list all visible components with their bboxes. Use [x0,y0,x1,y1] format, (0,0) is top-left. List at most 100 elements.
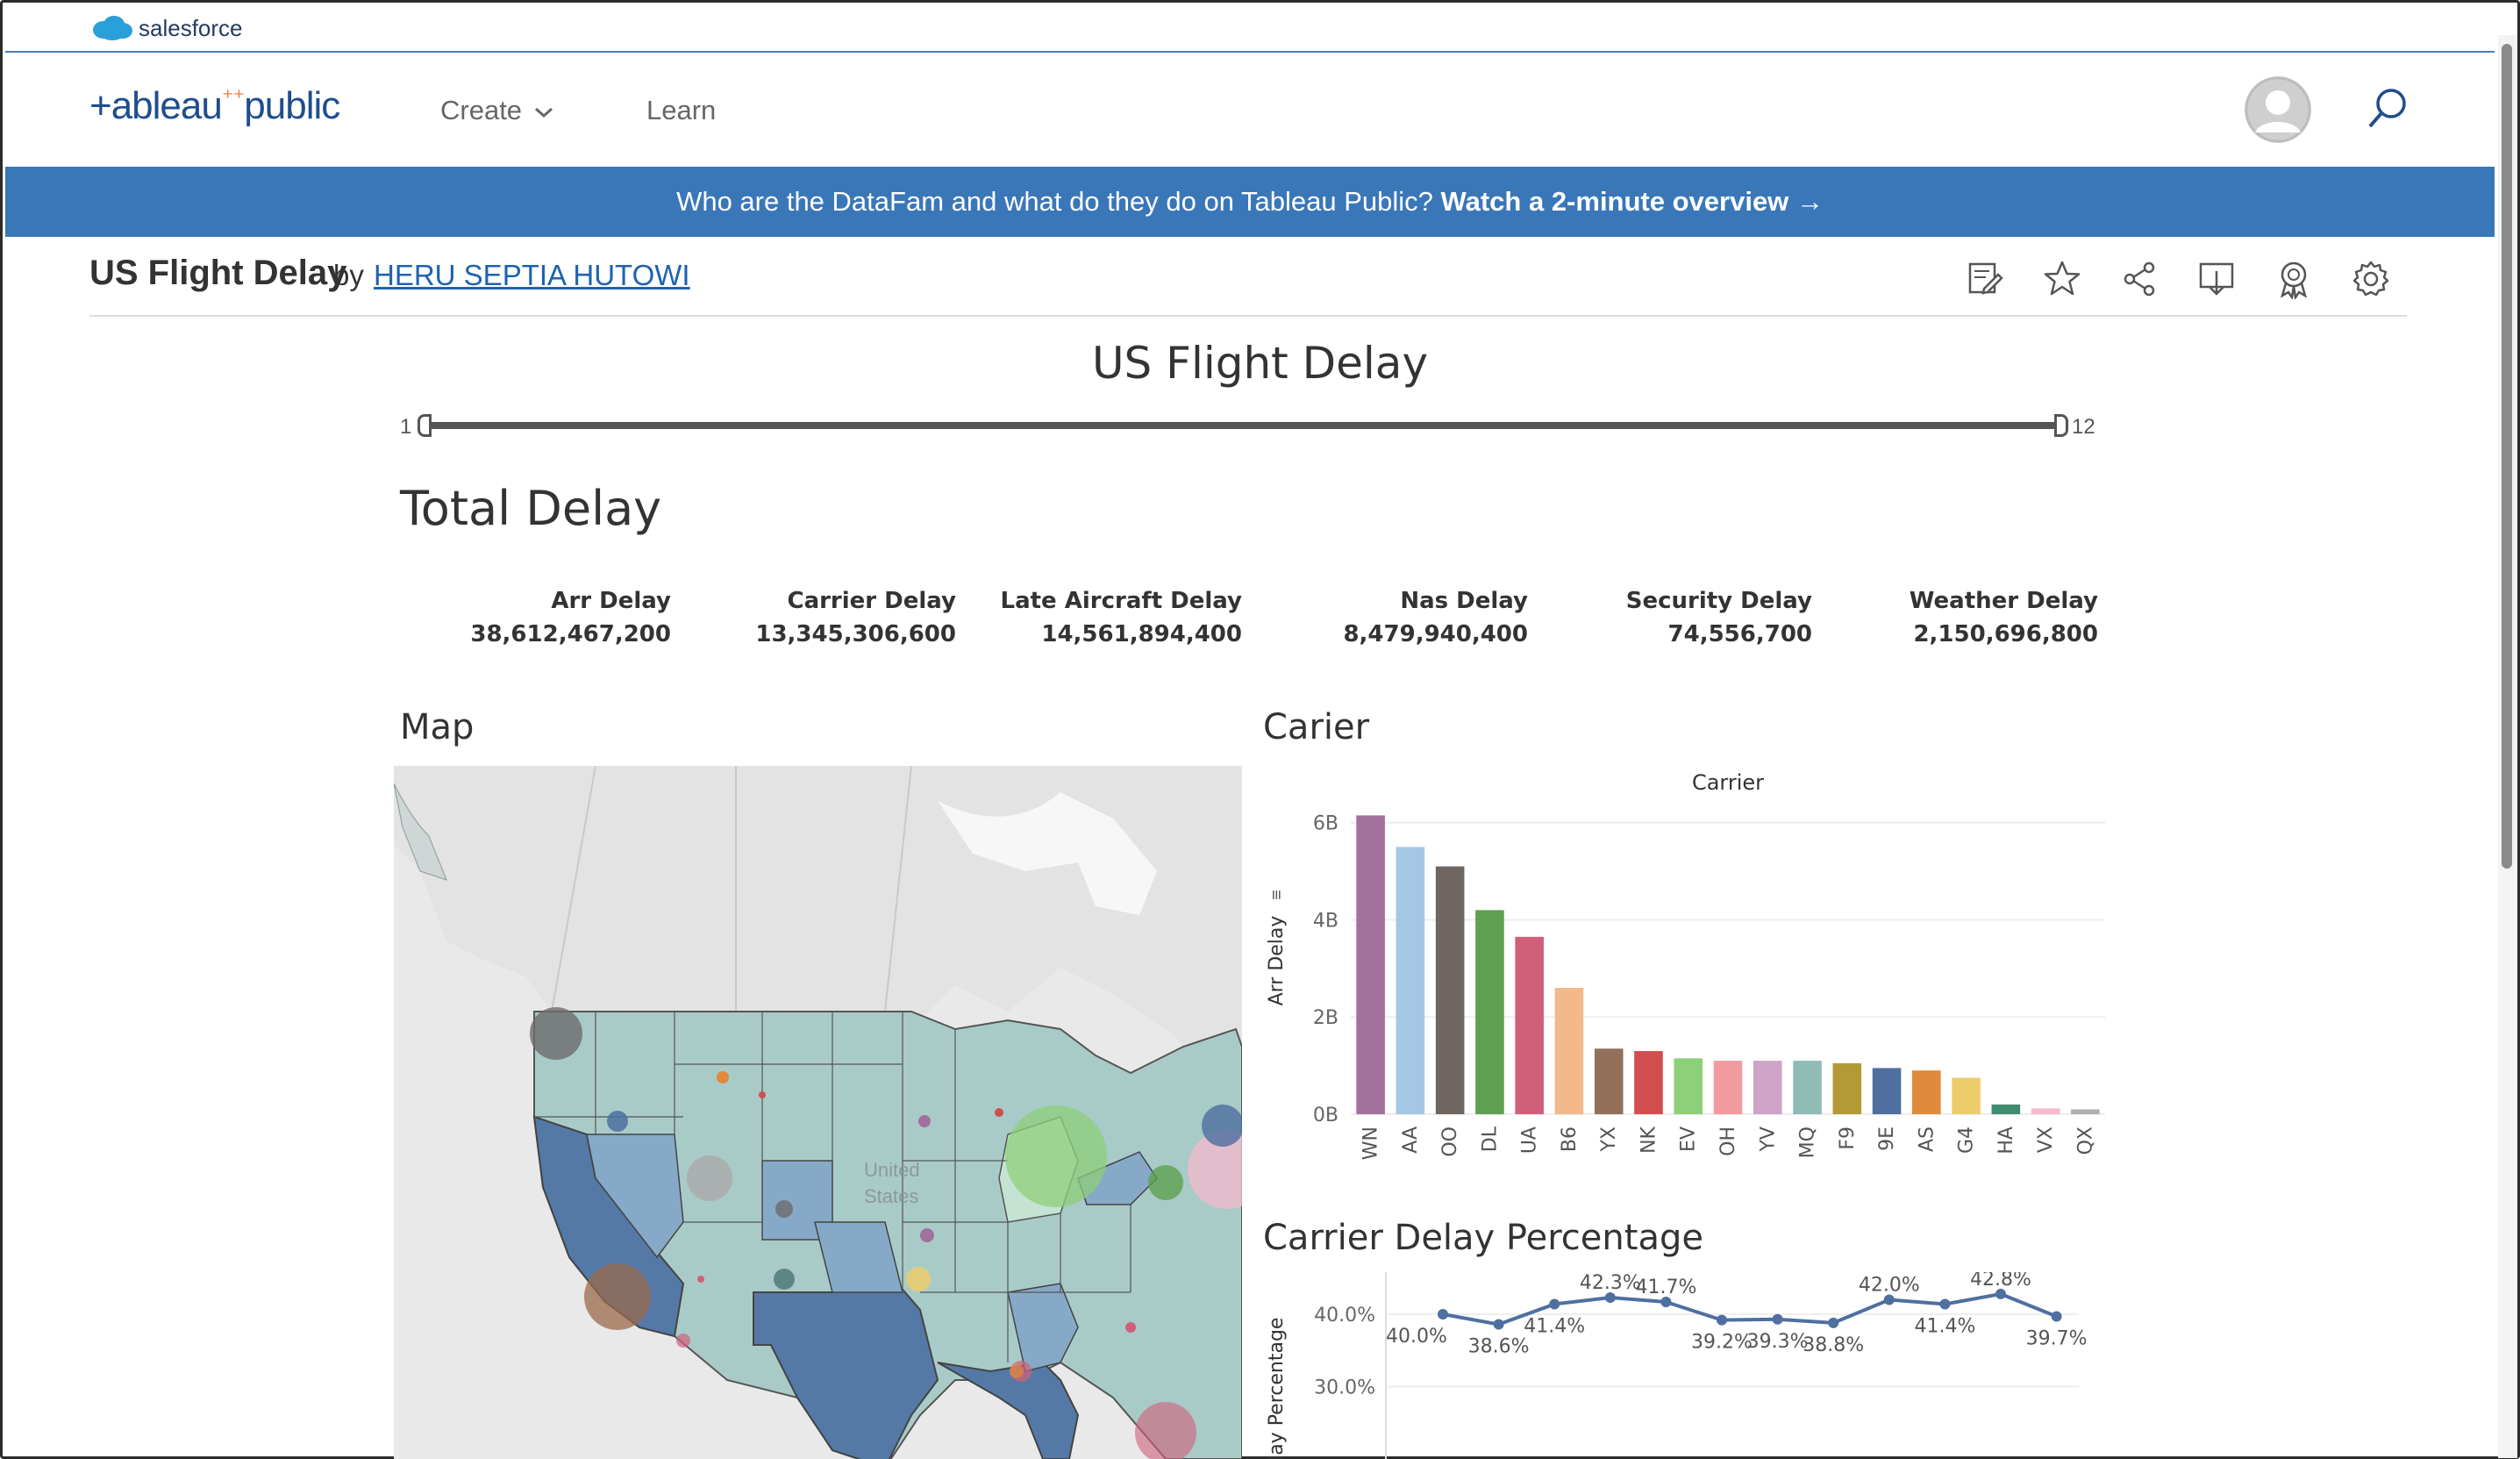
x-tick-label: MQ [1797,1126,1819,1158]
kpi-value: 14,561,894,400 [1041,621,1242,647]
slider-handle-right[interactable] [2054,414,2068,437]
badge-button[interactable] [2274,259,2314,301]
map-country-label: United States [864,1159,920,1207]
logo-public: public [244,84,340,127]
y-tick-label: 2B [1313,1007,1339,1029]
us-map[interactable]: United States [394,766,1242,1459]
bar-G4 [1952,1077,1981,1114]
create-menu[interactable]: Create [440,95,554,126]
promo-banner: Who are the DataFam and what do they do … [5,167,2495,237]
month-slider-track[interactable] [426,422,2063,429]
bar-chart-svg: Carrier 0B 2B 4B 6B Arr Delay ≡ WN AA OO DL UA B6 YX N… [1266,770,2105,1160]
avatar[interactable] [2245,76,2311,143]
bar-YX [1594,1048,1624,1114]
download-button[interactable] [2196,259,2237,299]
kpi-value: 38,612,467,200 [470,621,671,647]
data-point [2051,1311,2062,1322]
kpi-value: 74,556,700 [1667,621,1812,647]
bar-F9 [1832,1062,1862,1114]
bar-AS [1912,1070,1941,1114]
data-point [1828,1317,1839,1328]
edit-button[interactable] [1965,259,2005,299]
total-delay-title: Total Delay [400,481,662,536]
data-point [1493,1319,1504,1330]
x-tick-label: UA [1519,1126,1541,1154]
data-label: 38.8% [1803,1334,1864,1356]
main-nav: +ableau⁺⁺public Create Learn [5,53,2495,165]
carrier-delay-pct-title: Carrier Delay Percentage [1263,1218,1703,1258]
x-tick-label: AS [1916,1126,1938,1152]
scroll-thumb[interactable] [2502,44,2512,869]
x-tick-label: HA [1995,1126,2017,1155]
data-label: 39.2% [1691,1332,1753,1354]
bar-AA [1396,847,1425,1114]
edit-icon [1968,262,2003,295]
kpi-value: 8,479,940,400 [1343,621,1528,647]
tableau-public-logo[interactable]: +ableau⁺⁺public [89,84,340,128]
kpi-carrier-delay: Carrier Delay 13,345,306,600 [728,588,956,647]
data-label: 40.0% [1386,1326,1447,1348]
bar-OO [1435,866,1465,1114]
kpi-label: Late Aircraft Delay [1000,588,1242,614]
data-point [1995,1288,2006,1299]
logo-tableau: +ableau [89,84,223,127]
viz-name: US Flight Delay [89,254,347,292]
kpi-label: Carrier Delay [787,588,956,614]
slider-min: 1 [400,415,412,439]
slider-handle-left[interactable] [418,414,432,437]
share-button[interactable] [2119,259,2159,299]
data-label: 39.3% [1747,1331,1809,1353]
y-tick-label: 30.0% [1314,1377,1375,1399]
map-graphic [394,766,1242,1459]
kpi-label: Arr Delay [551,588,671,614]
viz-by: by [333,259,364,291]
bar-YV [1753,1061,1782,1114]
x-tick-label: OO [1439,1126,1461,1157]
settings-button[interactable] [2351,259,2391,299]
salesforce-bar: salesforce [5,4,2495,53]
download-icon [2199,262,2234,296]
data-point [1883,1294,1895,1305]
banner-link[interactable]: Watch a 2-minute overview → [1440,186,1824,217]
learn-link[interactable]: Learn [646,95,717,125]
gear-icon [2352,261,2389,297]
x-tick-label: F9 [1837,1126,1859,1150]
search-button[interactable] [2365,86,2410,136]
data-point [1717,1314,1727,1326]
x-tick-label: YX [1598,1126,1620,1153]
bar-QX [2071,1109,2100,1114]
kpi-security-delay: Security Delay 74,556,700 [1584,588,1812,647]
sort-icon: ≡ [1267,890,1287,900]
data-point [1660,1296,1672,1307]
data-point [1604,1292,1616,1304]
kpi-label: Weather Delay [1909,588,2098,614]
chart-title: Carrier [1692,770,1764,795]
carrier-delay-pct-chart: 30.0% 40.0% elay Percentage 40.0% 38.6% 41.4%… [1263,1272,2140,1459]
create-label: Create [440,95,523,125]
salesforce-cloud-icon [93,16,132,40]
y-tick-label: 6B [1313,813,1339,835]
x-tick-label: QX [2074,1126,2096,1155]
carrier-bar-chart: Carrier 0B 2B 4B 6B Arr Delay ≡ WN AA OO DL UA B6 YX N… [1263,763,2140,1167]
x-tick-label: WN [1360,1126,1382,1160]
page-scrollbar[interactable] [2498,35,2517,1458]
bar-OH [1713,1061,1743,1114]
data-point [1772,1313,1783,1325]
kpi-late-aircraft-delay: Late Aircraft Delay 14,561,894,400 [982,588,1242,647]
x-tick-label: EV [1678,1126,1700,1152]
favorite-button[interactable] [2042,259,2082,299]
data-point [1438,1309,1448,1320]
carrier-section-title: Carier [1263,707,1370,747]
salesforce-brand: salesforce [139,14,243,41]
data-label: 41.4% [1914,1315,1975,1337]
map-title: Map [400,707,475,747]
salesforce-logo[interactable]: salesforce [91,14,243,42]
author-link[interactable]: HERU SEPTIA HUTOWI [374,259,690,291]
data-point [1939,1298,1951,1310]
x-tick-label: G4 [1956,1126,1978,1154]
bar-MQ [1793,1061,1822,1114]
bar-DL [1475,910,1504,1114]
y-axis-label: Arr Delay [1266,916,1288,1006]
star-icon [2044,261,2081,296]
